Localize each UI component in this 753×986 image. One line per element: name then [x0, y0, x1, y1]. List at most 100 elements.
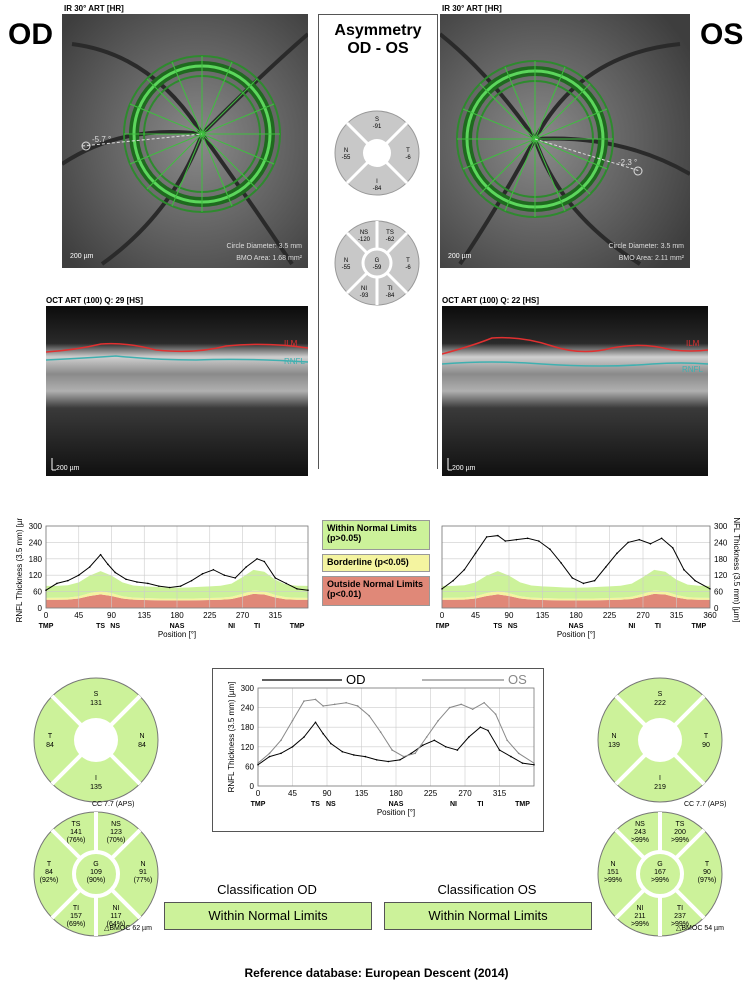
- os-ir-title: IR 30° ART [HR]: [442, 4, 502, 13]
- x-tick-label: 270: [636, 611, 650, 620]
- data-point: [147, 582, 149, 585]
- y-tick-label: 120: [29, 571, 43, 580]
- data-point: [425, 736, 428, 738]
- comparison-chart: 0 60 120 180 240 300 0 45 90 135 180 225 270 315 TMP TS…: [227, 672, 535, 817]
- data-point: [460, 703, 462, 706]
- data-point: [341, 750, 344, 753]
- sector-label: TMP: [436, 623, 450, 630]
- data-point: [437, 719, 439, 722]
- svg-text:NI: NI: [113, 905, 120, 912]
- data-point: [190, 579, 193, 582]
- x-tick-label: 90: [323, 789, 332, 798]
- os-n6-pct: >99%: [604, 877, 622, 884]
- data-point: [616, 552, 618, 555]
- data-point: [136, 581, 138, 583]
- legend-os-label: OS: [508, 672, 527, 687]
- od-t6-value: 84: [45, 869, 53, 876]
- asym-ti: -84: [386, 293, 395, 299]
- sector-label: NAS: [170, 623, 185, 630]
- data-point: [515, 538, 518, 541]
- svg-text:T: T: [48, 733, 53, 740]
- svg-text:S: S: [375, 117, 379, 123]
- y-tick-label: 0: [250, 782, 255, 791]
- svg-text:T: T: [47, 861, 52, 868]
- data-point: [533, 762, 535, 764]
- od-g-pct: (90%): [87, 877, 106, 884]
- data-point: [694, 579, 696, 582]
- data-point: [410, 752, 413, 755]
- data-point: [368, 714, 370, 717]
- data-point: [268, 752, 271, 755]
- data-point: [604, 566, 607, 568]
- data-point: [537, 540, 540, 542]
- x-tick-label: 315: [269, 611, 283, 620]
- x-tick-label: 90: [107, 611, 116, 620]
- asym-ts: -62: [386, 237, 395, 243]
- data-point: [330, 742, 332, 745]
- od-4sector-diagram: S 131 T 84 N 84 I 135: [33, 677, 159, 803]
- x-tick-label: 180: [389, 789, 403, 798]
- os-4sector-diagram: S 222 N 139 T 90 I 219: [597, 677, 723, 803]
- x-tick-label: 135: [536, 611, 550, 620]
- data-point: [77, 574, 80, 576]
- sector-label: NS: [508, 623, 518, 630]
- sector-label: TMP: [515, 801, 530, 808]
- data-point: [257, 763, 259, 766]
- data-point: [433, 739, 436, 742]
- data-point: [391, 749, 393, 751]
- x-tick-label: 0: [256, 789, 261, 798]
- os-g-value: 167: [654, 869, 666, 876]
- asym-ni: -93: [360, 293, 369, 299]
- sector-label: NI: [450, 801, 457, 808]
- data-point: [158, 585, 160, 587]
- data-point: [179, 585, 182, 587]
- od-thickness-chart: 0 60 120 180 240 300 0 45 90 135 180 225 270 315 TMP TS…: [15, 518, 309, 639]
- y-tick-label: 240: [241, 704, 255, 713]
- os-fundus-image: -2.3 ° 200 µm Circle Diameter: 3.5 mm BM…: [440, 14, 690, 268]
- os-n-value: 139: [608, 742, 620, 749]
- y-tick-label: 120: [714, 571, 728, 580]
- legend-od-label: OD: [346, 672, 366, 687]
- data-point: [280, 739, 282, 742]
- od-label: OD: [8, 18, 53, 51]
- data-point: [649, 542, 652, 545]
- y-tick-label: 60: [714, 588, 723, 597]
- x-axis-label: Position [°]: [158, 630, 196, 639]
- os-fundus-graphic: -2.3 ° 200 µm Circle Diameter: 3.5 mm BM…: [440, 14, 690, 268]
- os-oct-scale: 200 µm: [452, 465, 476, 472]
- od-ir-title: IR 30° ART [HR]: [64, 4, 124, 13]
- legend-borderline: Borderline (p<0.05): [322, 554, 430, 572]
- os-label: OS: [700, 18, 744, 51]
- od-ts-pct: (76%): [67, 837, 86, 844]
- sector-label: TMP: [691, 623, 706, 630]
- y-axis-label: RNFL Thickness (3.5 mm) [µm]: [227, 682, 236, 793]
- os-ti-pct: >99%: [671, 921, 689, 928]
- sector-label: TS: [96, 623, 105, 630]
- data-point: [274, 577, 277, 579]
- legend-wnl: Within Normal Limits (p>0.05): [322, 520, 430, 550]
- data-point: [263, 560, 266, 563]
- svg-text:N: N: [139, 733, 144, 740]
- x-tick-label: 270: [458, 789, 472, 798]
- od-s-value: 131: [90, 700, 102, 707]
- y-tick-label: 180: [241, 723, 255, 732]
- os-ni-pct: >99%: [631, 921, 649, 928]
- od-t6-pct: (92%): [40, 877, 59, 884]
- x-tick-label: 315: [670, 611, 684, 620]
- classification-os-title: Classification OS: [437, 882, 537, 897]
- os-oct-graphic: ILM RNFL 200 µm: [442, 306, 708, 476]
- os-ti-value: 237: [674, 913, 686, 920]
- data-point: [99, 553, 102, 556]
- data-point: [456, 749, 459, 751]
- data-point: [485, 536, 488, 538]
- os-i-value: 219: [654, 784, 666, 791]
- x-tick-label: 180: [569, 611, 583, 620]
- svg-text:G: G: [375, 258, 380, 264]
- y-tick-label: 300: [29, 522, 43, 531]
- x-tick-label: 0: [44, 611, 49, 620]
- svg-text:I: I: [376, 179, 378, 185]
- y-axis-label: RNFL Thickness (3.5 mm) [µm]: [15, 518, 24, 622]
- x-tick-label: 0: [440, 611, 445, 620]
- sector-label: TS: [311, 801, 320, 808]
- data-point: [497, 534, 499, 537]
